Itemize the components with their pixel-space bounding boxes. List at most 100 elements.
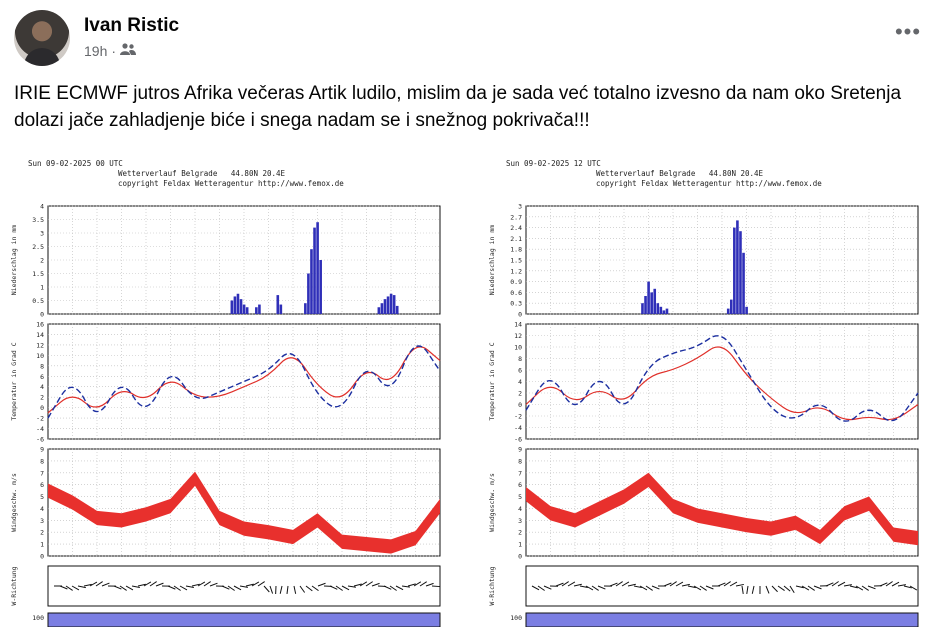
- wind-arrow: [789, 585, 795, 594]
- precip-bar: [383, 299, 387, 314]
- precip-bar: [304, 303, 307, 314]
- precip-bar: [380, 303, 384, 314]
- wind-arrow: [407, 583, 416, 587]
- tick-label: 9: [40, 446, 44, 454]
- tick-label: 1.5: [32, 270, 44, 278]
- wind-arrow: [149, 581, 157, 587]
- tick-label: 3.5: [32, 216, 44, 224]
- precip-bar: [386, 296, 390, 314]
- post-text: IRIE ECMWF jutros Afrika večeras Artik l…: [14, 83, 902, 131]
- tick-label: 1.2: [510, 267, 522, 275]
- tick-label: 0.6: [510, 289, 522, 297]
- station-label: Wetterverlauf Belgrade 44.80N 20.4E: [596, 169, 764, 178]
- wind-arrow: [741, 585, 744, 594]
- axis-label: W-Richtung: [488, 566, 496, 605]
- wind-arrow: [891, 581, 900, 587]
- tick-label: 1.5: [510, 257, 522, 265]
- wind-arrow: [597, 585, 606, 590]
- post-header: Ivan Ristic 19h · •••: [14, 10, 926, 70]
- wind-arrow: [555, 582, 564, 587]
- precip-bar: [279, 304, 283, 314]
- wind-arrow: [173, 585, 181, 591]
- tick-label: 10: [36, 352, 44, 360]
- tick-label: 4: [40, 383, 44, 391]
- wind-arrow: [675, 581, 684, 587]
- wind-arrow: [125, 585, 134, 591]
- wind-arrow: [203, 581, 211, 587]
- wind-arrow: [579, 585, 588, 588]
- tick-label: 14: [514, 321, 522, 329]
- cloud-strip: 100: [32, 612, 441, 627]
- precip-bar: [739, 231, 742, 314]
- wind-arrow: [89, 581, 98, 587]
- tick-label: 1.8: [510, 246, 522, 254]
- wind-arrow: [137, 583, 146, 587]
- precip-bar: [307, 273, 310, 314]
- station-label: Wetterverlauf Belgrade 44.80N 20.4E: [118, 169, 286, 178]
- wind-arrow: [909, 585, 918, 591]
- wind-arrow: [317, 582, 326, 587]
- precip-bar: [742, 252, 745, 314]
- tick-label: -6: [36, 436, 44, 444]
- post-time[interactable]: 19h: [84, 42, 108, 59]
- tick-label: 12: [36, 341, 44, 349]
- tick-label: 0.9: [510, 278, 522, 286]
- wind-arrow: [609, 582, 618, 587]
- wind-arrow: [903, 585, 912, 589]
- meteogram-12utc[interactable]: Sun 09-02-2025 12 UTC Wetterverlauf Belgr…: [478, 154, 923, 627]
- wind-arrow: [77, 585, 86, 589]
- axis-label: Temperatur in Grad C: [10, 342, 18, 420]
- wind-arrow: [251, 581, 260, 587]
- precip-bar: [665, 308, 669, 314]
- wind-arrow: [113, 585, 122, 590]
- wind-arrow: [765, 585, 770, 594]
- precip-bar: [313, 227, 316, 314]
- temp-panel: 14 12 10 8 6 4 2 0 -2 -4 -6 Temperatur in Grad C: [488, 321, 919, 444]
- author-name[interactable]: Ivan Ristic: [84, 15, 180, 36]
- wind-arrow: [645, 585, 653, 591]
- tick-label: 1: [40, 284, 44, 292]
- precip-bar: [258, 304, 261, 314]
- wind-arrow: [155, 582, 164, 587]
- wind-arrow: [119, 585, 127, 591]
- wind-arrow: [431, 585, 441, 588]
- precip-bar: [647, 281, 650, 314]
- axis-label: Windgeschw. m/s: [10, 473, 18, 532]
- wind-arrow: [699, 585, 707, 591]
- precip-bar: [392, 295, 396, 314]
- wind-arrow: [197, 581, 206, 587]
- wind-arrow: [286, 585, 289, 594]
- wind-arrow: [813, 585, 822, 590]
- wind-arrow: [131, 585, 140, 589]
- friends-icon[interactable]: [120, 42, 137, 59]
- precip-bar: [239, 299, 243, 314]
- wind-arrow: [143, 581, 152, 587]
- tick-label: 1: [40, 541, 44, 549]
- precip-bar: [236, 293, 240, 314]
- meteogram-00utc[interactable]: Sun 09-02-2025 00 UTC Wetterverlauf Belgr…: [0, 154, 445, 627]
- wind-arrow: [305, 585, 313, 592]
- wind-arrow: [585, 585, 594, 591]
- tick-label: 8: [40, 362, 44, 370]
- tick-label: -2: [514, 413, 522, 421]
- wind-arrow: [777, 585, 785, 591]
- wind-arrow: [257, 581, 265, 587]
- wind-arrow: [311, 585, 319, 592]
- axis-label: Windgeschw. m/s: [488, 473, 496, 532]
- wind-arrow: [729, 581, 738, 587]
- wind-arrow: [879, 582, 888, 587]
- tick-label: 5: [40, 493, 44, 501]
- avatar[interactable]: [14, 10, 70, 66]
- precip-panel: 3 2.7 2.4 2.1 1.8 1.5 1.2 0.9 0.6 0.3 0 Niederschla…: [488, 203, 919, 319]
- precip-bar: [653, 288, 657, 314]
- more-options-icon[interactable]: •••: [894, 19, 922, 44]
- tick-label: 3: [518, 517, 522, 525]
- tick-label: 12: [514, 332, 522, 340]
- wind-arrow: [693, 585, 702, 591]
- tick-label: 1: [518, 541, 522, 549]
- wind-arrow: [389, 585, 397, 591]
- wind-panel: 9 8 7 6 5 4 3 2 1 0 Windgeschw. m/s: [10, 446, 441, 561]
- precip-bar: [242, 304, 246, 314]
- wind-arrow: [179, 585, 188, 591]
